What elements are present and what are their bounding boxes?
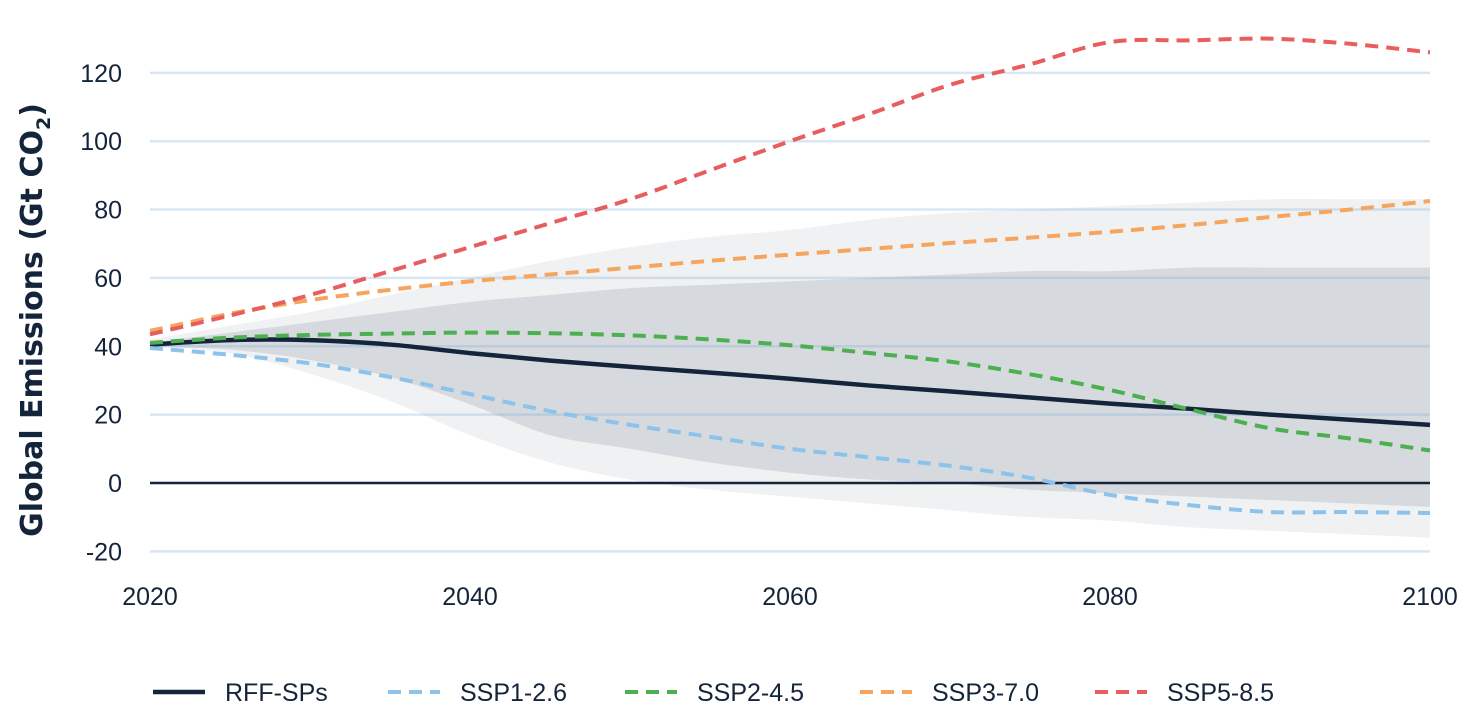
legend: RFF-SPs SSP1-2.6 SSP2-4.5 SSP3-7.0 SSP5-8.5 — [153, 679, 1274, 707]
y-tick-label-60: 60 — [94, 265, 122, 293]
x-tick-label-2080: 2080 — [1082, 583, 1138, 611]
x-tick-label-2020: 2020 — [122, 583, 178, 611]
legend-label-ssp2-4-5: SSP2-4.5 — [697, 679, 804, 707]
y-tick-label-0: 0 — [108, 470, 122, 498]
y-tick-label-80: 80 — [94, 197, 122, 225]
x-tick-label-2100: 2100 — [1402, 583, 1458, 611]
uncertainty-bands — [150, 199, 1430, 538]
series-line-ssp5-8-5 — [149, 36, 1431, 337]
series-line-rff-sps — [149, 337, 1431, 428]
y-tick-label-40: 40 — [94, 333, 122, 361]
series-line-ssp1-2-6 — [149, 345, 1431, 516]
y-axis-title-subscript: 2 — [33, 117, 55, 130]
y-axis-title-suffix: ) — [15, 103, 50, 117]
y-tick-label-120: 120 — [80, 60, 122, 88]
y-tick-label-20: 20 — [94, 402, 122, 430]
series-line-ssp2-4-5 — [149, 330, 1431, 453]
y-axis-title: Global Emissions (Gt CO2) — [15, 103, 55, 537]
y-axis: -20 0 20 40 60 80 100 120 — [80, 60, 122, 566]
x-axis: 2020 2040 2060 2080 2100 — [122, 583, 1458, 611]
legend-label-ssp5-8-5: SSP5-8.5 — [1167, 679, 1274, 707]
legend-label-ssp1-2-6: SSP1-2.6 — [460, 679, 567, 707]
uncertainty-band-inner — [150, 267, 1430, 507]
y-tick-label-100: 100 — [80, 128, 122, 156]
y-tick-label--20: -20 — [86, 538, 122, 566]
y-axis-title-main: Global Emissions (Gt CO — [15, 130, 50, 537]
legend-label-rff-sps: RFF-SPs — [225, 679, 328, 707]
x-tick-label-2040: 2040 — [442, 583, 498, 611]
series-lines — [149, 36, 1431, 516]
legend-label-ssp3-7-0: SSP3-7.0 — [932, 679, 1039, 707]
x-tick-label-2060: 2060 — [762, 583, 818, 611]
